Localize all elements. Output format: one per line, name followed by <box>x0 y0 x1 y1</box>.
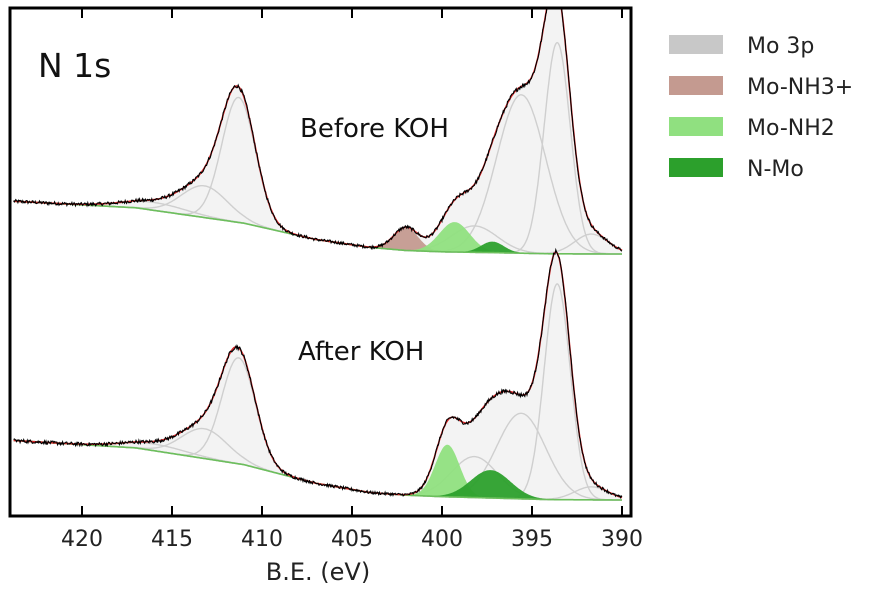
envelope-fill-0 <box>13 8 622 254</box>
x-axis: 420 415 410 405 400 395 390 <box>61 8 643 552</box>
panel-label: N 1s <box>38 46 111 85</box>
measured-spectrum-1 <box>13 247 623 499</box>
plot-area <box>13 8 623 501</box>
legend-label-2: Mo-NH2 <box>747 116 835 141</box>
x-tick-label-395: 395 <box>511 527 553 552</box>
legend-swatch-3 <box>669 158 723 177</box>
n-component-1-1 <box>13 440 623 500</box>
legend-swatch-0 <box>669 35 723 54</box>
annotation-after-koh: After KOH <box>298 337 424 367</box>
x-axis-title: B.E. (eV) <box>266 558 370 586</box>
legend-label-0: Mo 3p <box>747 34 814 59</box>
x-tick-label-420: 420 <box>61 527 103 552</box>
legend-label-1: Mo-NH3+ <box>747 75 853 100</box>
x-tick-label-405: 405 <box>331 527 373 552</box>
x-tick-label-400: 400 <box>421 527 463 552</box>
envelope-fill-1 <box>13 252 623 500</box>
legend: Mo 3p Mo-NH3+ Mo-NH2 N-Mo <box>669 34 853 182</box>
n-component-0-1 <box>13 201 623 254</box>
legend-swatch-2 <box>669 117 723 136</box>
x-tick-label-410: 410 <box>241 527 283 552</box>
plot-frame <box>8 6 633 518</box>
legend-label-3: N-Mo <box>747 157 804 182</box>
x-tick-label-390: 390 <box>601 527 643 552</box>
annotation-before-koh: Before KOH <box>300 114 449 144</box>
legend-swatch-1 <box>669 76 723 95</box>
measured-spectrum-0 <box>13 8 623 252</box>
x-tick-label-415: 415 <box>151 527 193 552</box>
